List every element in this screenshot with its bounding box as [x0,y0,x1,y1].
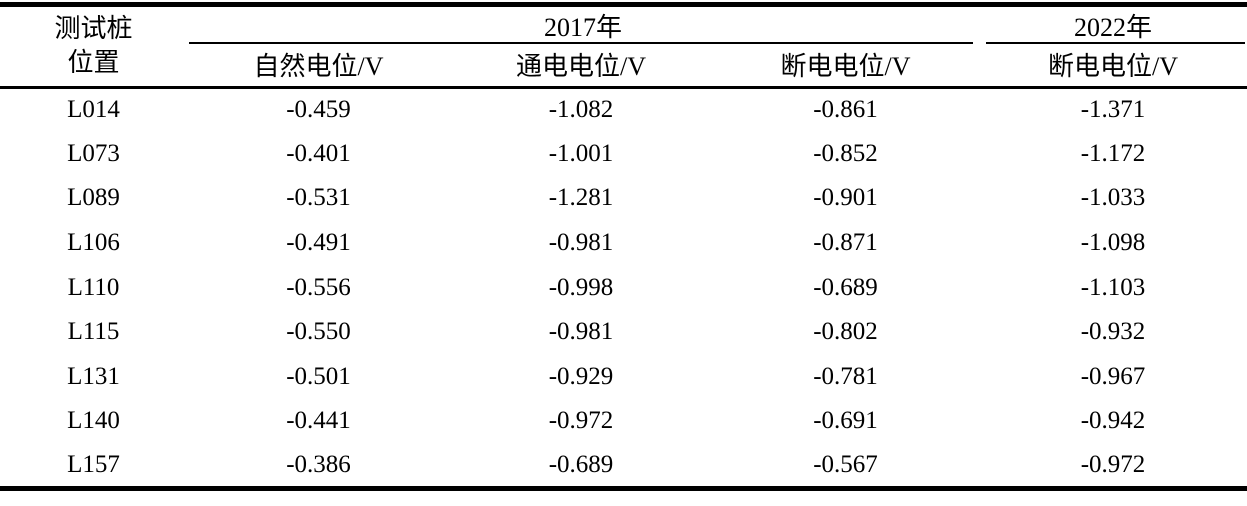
pile-id-cell: L140 [67,407,120,435]
pile-id-cell: L157 [67,450,120,478]
off-potential-2022-cell: -1.103 [1080,273,1146,301]
off-potential-2022-cell: -1.371 [1080,96,1146,124]
table-row: L073 -0.401 -1.001 -0.852 -1.172 [0,132,1247,177]
on-potential-2017-cell: -0.981 [548,229,614,257]
off-potential-2017-cell: -0.691 [813,407,878,435]
table-row: L157 -0.386 -0.689 -0.567 -0.972 [0,444,1247,489]
pile-id-cell: L115 [67,318,120,346]
off-potential-2017-cell: -0.861 [813,96,878,124]
off-potential-2017-cell: -0.871 [813,229,878,257]
table-row: L110 -0.556 -0.998 -0.689 -1.103 [0,265,1247,310]
pile-id-cell: L131 [67,362,120,390]
off-potential-2017-cell: -0.802 [813,318,878,346]
natural-potential-header: 自然电位/V [187,44,450,89]
pile-id-cell: L089 [67,184,120,212]
on-potential-2017-cell: -0.689 [548,450,614,478]
sub-header-row: 自然电位/V 通电电位/V 断电电位/V 断电电位/V [0,44,1247,89]
potential-table: 测试桩 位置 2017年 2022年 自然电位/V 通电电位/V 断电电位/V … [0,2,1247,491]
pile-id-cell: L073 [67,139,120,167]
natural-potential-2017-cell: -0.441 [286,407,351,435]
off-potential-2017-cell: -0.852 [813,139,878,167]
pile-header-line1: 测试桩 [54,14,133,44]
pile-header-line2: 位置 [67,48,120,78]
on-potential-2017-cell: -0.981 [548,318,614,346]
off-potential-2022-cell: -1.172 [1080,139,1146,167]
on-potential-2017-cell: -0.929 [548,362,614,390]
natural-potential-2017-cell: -0.531 [286,184,351,212]
table-row: L089 -0.531 -1.281 -0.901 -1.033 [0,176,1247,221]
off-potential-2017-cell: -0.781 [813,362,878,390]
table-row: L115 -0.550 -0.981 -0.802 -0.932 [0,310,1247,355]
on-potential-2017-cell: -1.281 [548,184,614,212]
on-potential-2017-cell: -1.082 [548,96,614,124]
off-potential-2017-header: 断电电位/V [712,44,980,89]
pile-position-header: 测试桩 位置 [0,4,187,89]
table-row: L140 -0.441 -0.972 -0.691 -0.942 [0,399,1247,444]
off-potential-2022-header: 断电电位/V [979,44,1247,89]
table-row: L131 -0.501 -0.929 -0.781 -0.967 [0,355,1247,400]
natural-potential-2017-cell: -0.550 [286,318,351,346]
on-potential-2017-cell: -0.972 [548,407,614,435]
natural-potential-2017-cell: -0.386 [286,450,351,478]
natural-potential-2017-cell: -0.491 [286,229,351,257]
natural-potential-2017-cell: -0.401 [286,139,351,167]
off-potential-2022-cell: -1.033 [1080,184,1146,212]
table-header: 测试桩 位置 2017年 2022年 自然电位/V 通电电位/V 断电电位/V … [0,4,1247,89]
on-potential-header: 通电电位/V [450,44,712,89]
group-header-row: 测试桩 位置 2017年 2022年 [0,4,1247,89]
off-potential-2022-cell: -0.932 [1080,318,1146,346]
natural-potential-2017-cell: -0.556 [286,273,351,301]
year-2017-group-header: 2017年 [187,5,979,45]
table-row: L106 -0.491 -0.981 -0.871 -1.098 [0,221,1247,266]
off-potential-2017-cell: -0.567 [813,450,878,478]
pile-id-cell: L014 [67,96,120,124]
off-potential-2022-cell: -0.942 [1080,407,1146,435]
off-potential-2022-cell: -0.972 [1080,450,1146,478]
off-potential-2017-cell: -0.689 [813,273,878,301]
table-body: L014 -0.459 -1.082 -0.861 -1.371 L073 -0… [0,87,1247,488]
natural-potential-2017-cell: -0.459 [286,96,351,124]
natural-potential-2017-cell: -0.501 [286,362,351,390]
year-2022-group-header: 2022年 [979,5,1247,45]
pile-id-cell: L106 [67,229,120,257]
off-potential-2022-cell: -1.098 [1080,229,1146,257]
table-row: L014 -0.459 -1.082 -0.861 -1.371 [0,87,1247,132]
off-potential-2022-cell: -0.967 [1080,362,1146,390]
pile-id-cell: L110 [67,273,120,301]
on-potential-2017-cell: -1.001 [548,139,614,167]
on-potential-2017-cell: -0.998 [548,273,614,301]
off-potential-2017-cell: -0.901 [813,184,878,212]
